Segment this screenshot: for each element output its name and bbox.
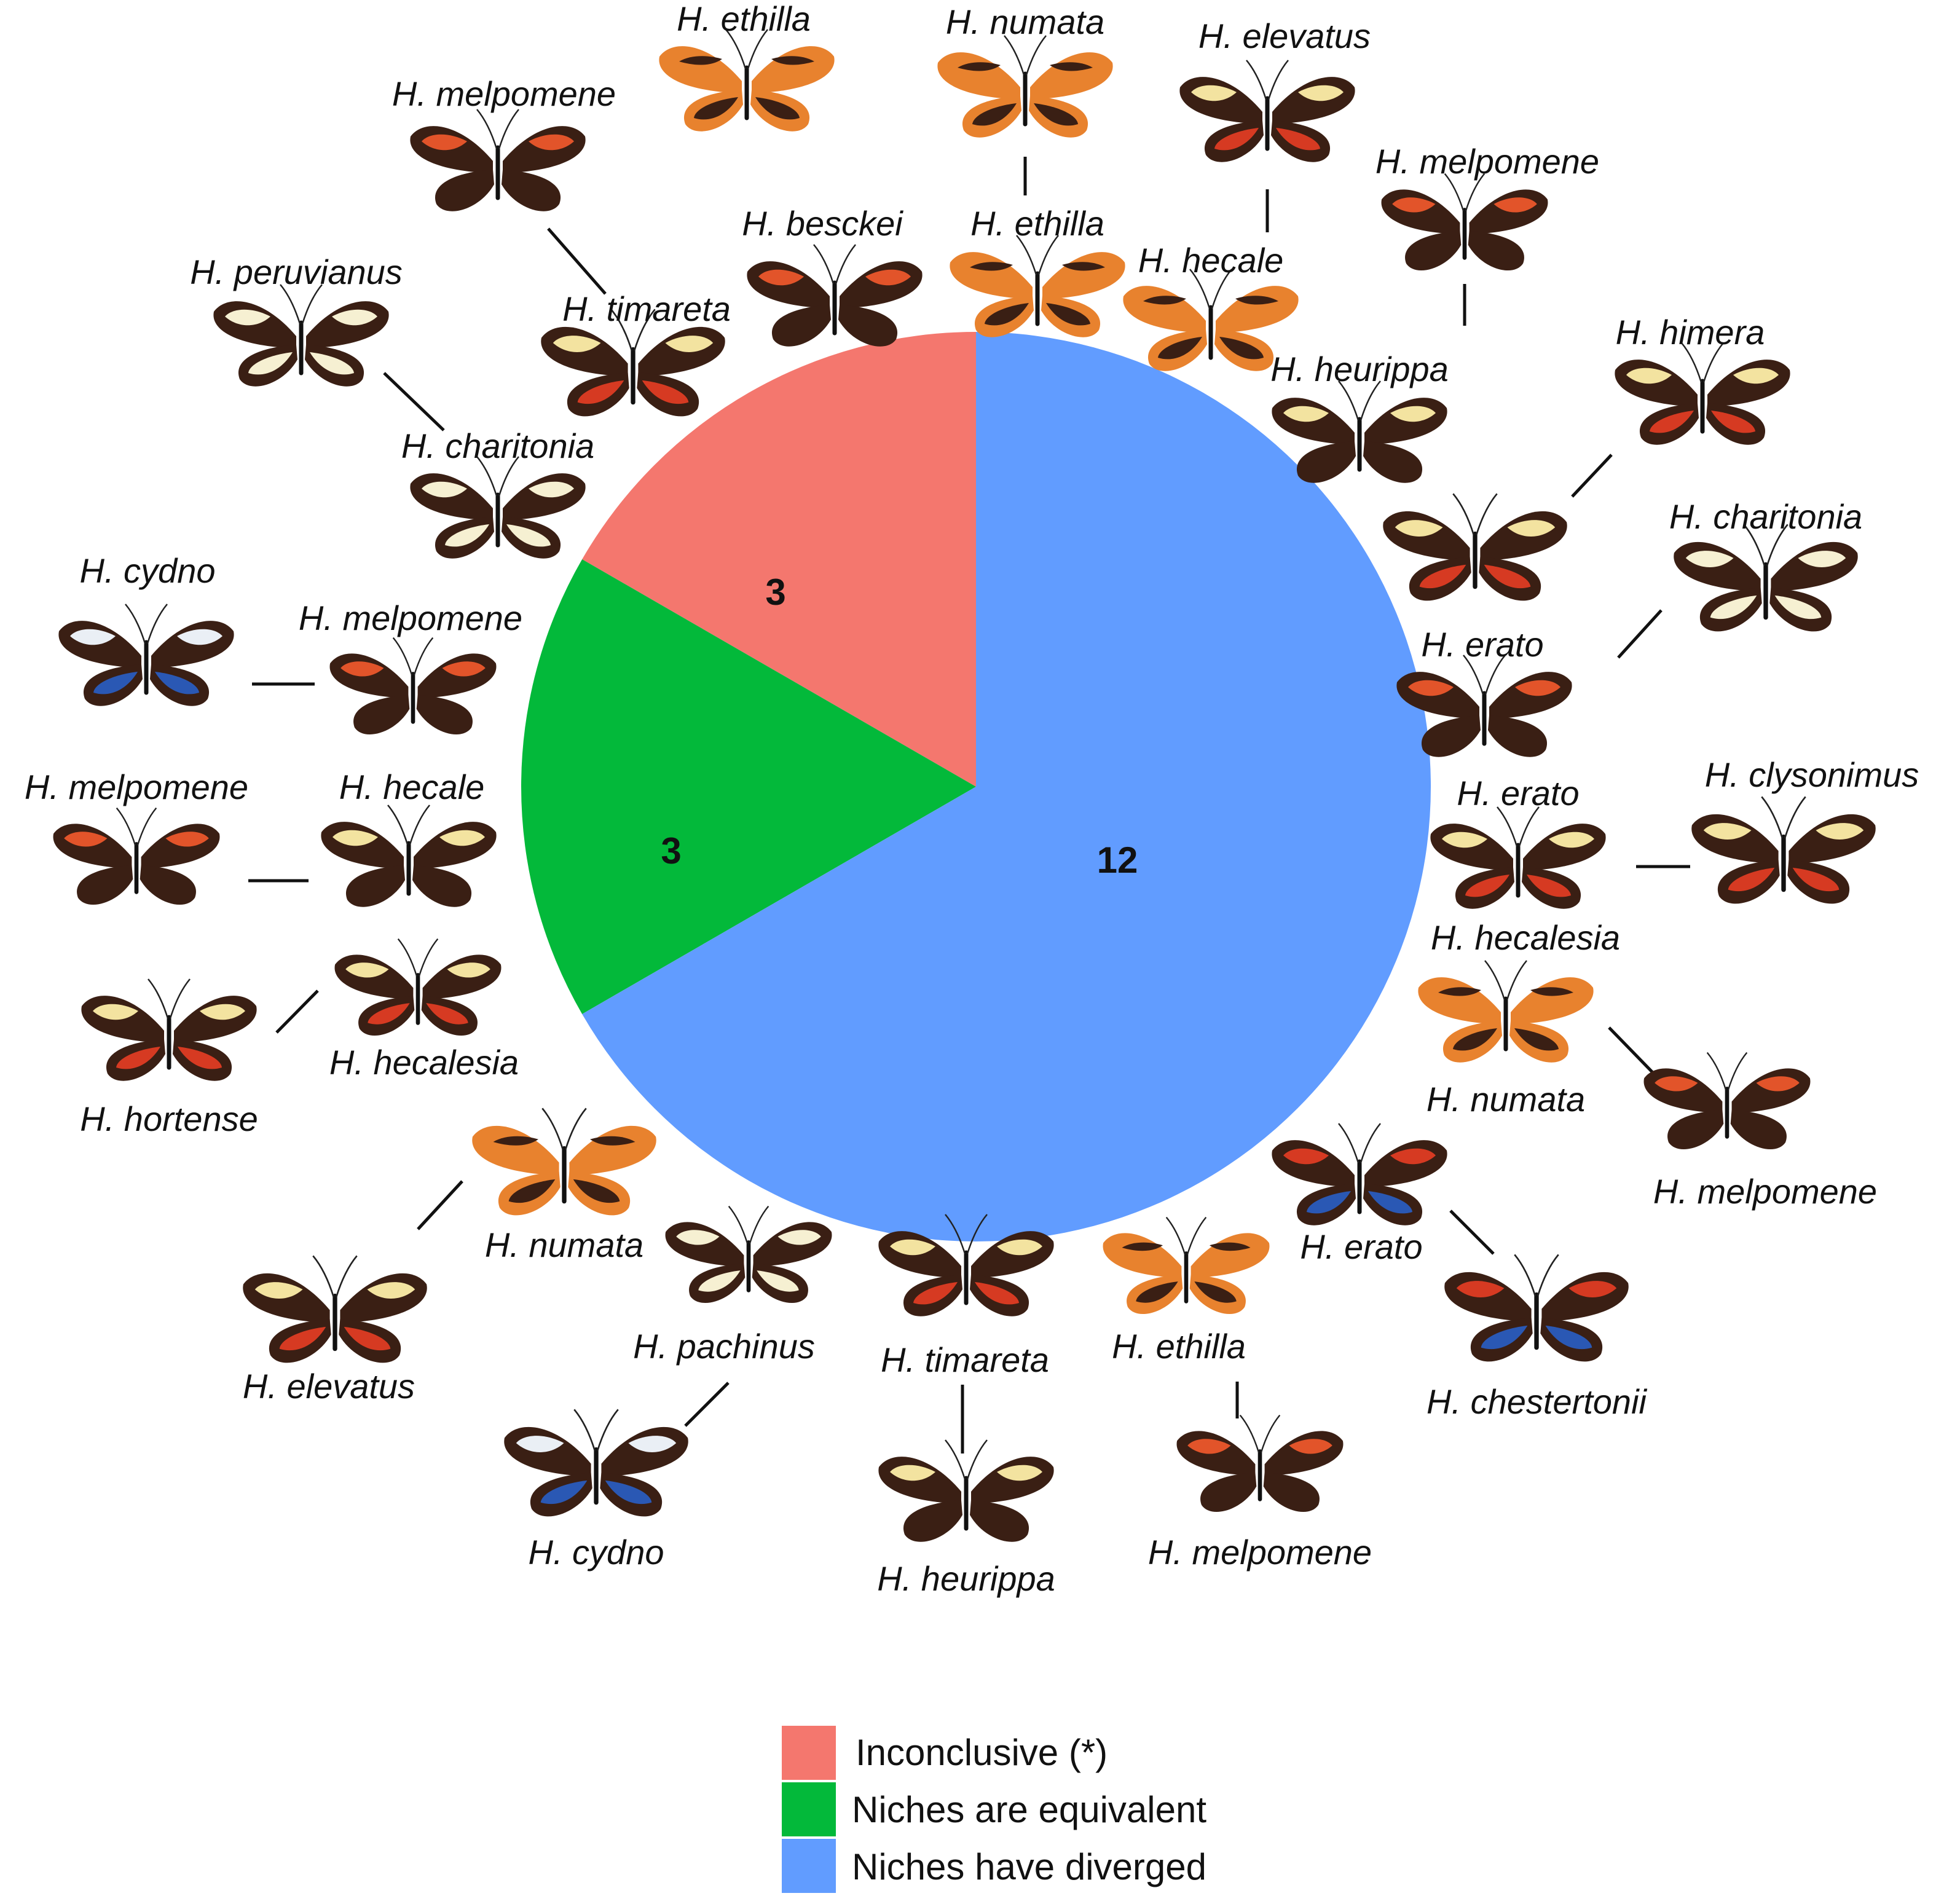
pie-slice-equivalent [521,559,976,1014]
pair-connectors [248,157,1690,1454]
species-label: H. ethilla [1112,1327,1246,1366]
species-label: H. melpomene [1653,1172,1877,1211]
species-label: H. numata [485,1225,643,1264]
species-label: H. numata [1427,1080,1585,1119]
species-label: H. besckei [742,204,903,243]
species-label: H. chestertonii [1427,1382,1647,1421]
species-label: H. cydno [80,551,216,590]
slice-value-equivalent: 3 [661,830,681,871]
butterfly-icon [1123,269,1299,371]
species-label: H. heurippa [1270,350,1449,388]
connector-line [1571,454,1613,498]
species-label: H. erato [1300,1227,1422,1266]
legend-label-diverged: Niches have diverged [852,1846,1206,1887]
slice-value-diverged: 12 [1097,840,1138,881]
butterfly-icon [243,1255,427,1363]
species-label: H. elevatus [1198,17,1371,55]
species-label: H. ethilla [970,204,1104,243]
butterfly-icon [53,807,220,905]
connector-line [275,989,319,1034]
butterfly-icon [472,1107,656,1216]
species-label: H. melpomene [1148,1533,1372,1572]
slice-value-inconclusive: 3 [765,572,785,613]
species-label: H. elevatus [243,1367,415,1406]
butterfly-icon [1381,173,1548,271]
butterfly-icon [1272,380,1447,483]
legend-swatch-diverged [782,1839,836,1893]
species-label: H. erato [1421,625,1543,664]
legend-swatch-equivalent [782,1782,836,1836]
butterfly-icon [410,109,586,211]
connector-line [383,372,445,431]
butterfly-icon [659,29,835,132]
butterfly-icon [747,244,923,347]
connector-line [1449,1210,1495,1255]
butterfly-icon [1103,1216,1270,1315]
butterfly-icon [878,1439,1054,1542]
species-label: H. melpomene [392,74,616,113]
legend-swatch-inconclusive [782,1726,836,1780]
species-label: H. numata [946,2,1104,41]
species-label: H. cydno [529,1533,664,1572]
butterfly-icon [213,284,389,387]
species-label: H. clysonimus [1705,755,1919,794]
legend-label-equivalent: Niches are equivalent [852,1789,1206,1830]
butterfly-icon [937,35,1113,138]
butterfly-icon [1383,493,1567,601]
butterfly-icon [81,978,257,1081]
butterfly-icon [1176,1414,1344,1513]
butterfly-icon [334,938,502,1036]
butterfly-icon [950,235,1125,337]
species-label: H. charitonia [401,427,594,465]
species-label: H. charitonia [1669,497,1862,536]
butterfly-icon [1615,342,1790,445]
butterfly-icon [1272,1123,1447,1225]
species-label: H. peruvianus [190,253,403,291]
butterfly-icon [329,637,497,735]
connector-line [1608,1026,1655,1074]
butterfly-icon [1179,60,1355,162]
species-label: H. melpomene [25,768,248,806]
species-label: H. melpomene [1375,142,1599,181]
species-label: H. hortense [80,1100,258,1138]
species-label: H. hecalesia [1431,918,1620,957]
species-labels: H. ethilla H. numata H. elevatus H. melp… [25,0,1919,1598]
butterfly-icon [504,1409,688,1517]
butterfly-icon [410,456,586,559]
species-label: H. hecale [339,768,485,806]
connector-line [684,1382,730,1427]
butterfly-icon [1643,1052,1811,1150]
butterfly-icon [58,604,234,706]
butterfly-icon [541,309,725,417]
butterfly-icon [1674,524,1858,632]
species-label: H. timareta [562,289,731,328]
connector-line [1617,609,1663,659]
species-label: H. hecalesia [329,1043,519,1082]
butterfly-icon [1396,655,1572,757]
species-label: H. erato [1457,774,1579,812]
butterfly-icon [665,1205,832,1304]
pie-slice-inconclusive [582,332,976,787]
species-label: H. timareta [881,1340,1049,1379]
butterfly-icon [878,1214,1054,1316]
species-label: H. ethilla [677,0,811,38]
species-label: H. hecale [1138,241,1284,280]
species-label: H. melpomene [299,599,522,637]
connector-line [547,227,607,295]
butterfly-icon [1418,960,1594,1063]
butterfly-images [53,29,1876,1542]
connector-line [417,1180,463,1230]
butterfly-icon [1691,796,1876,904]
pie: 3 3 12 [521,332,1431,1241]
legend: Inconclusive (*) Niches are equivalent N… [782,1726,1206,1893]
butterfly-icon [1430,806,1606,909]
butterfly-icon [1444,1254,1629,1362]
species-label: H. pachinus [633,1327,815,1366]
species-label: H. heurippa [877,1559,1055,1598]
butterfly-icon [321,804,497,907]
species-label: H. himera [1616,313,1765,352]
pie-slice-diverged [582,332,1431,1241]
legend-label-inconclusive: Inconclusive (*) [856,1732,1108,1773]
